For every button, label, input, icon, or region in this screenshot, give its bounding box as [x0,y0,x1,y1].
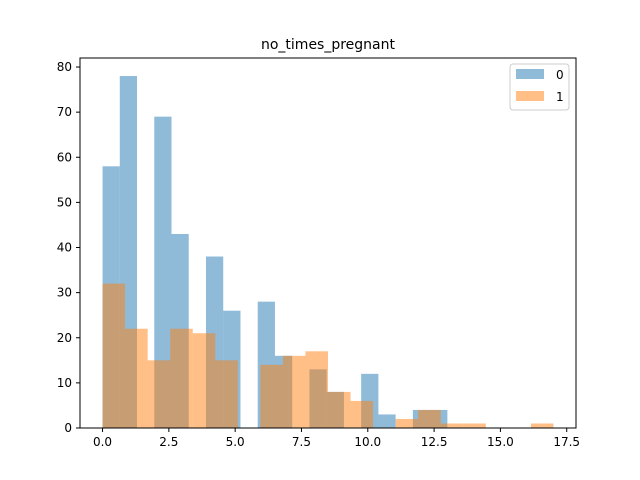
bar-series-1-bin-2 [147,360,171,428]
x-tick-label: 7.5 [292,435,311,449]
bar-series-0-bin-3 [154,116,172,428]
legend-swatch-1 [516,91,544,101]
y-tick-label: 30 [57,286,72,300]
bar-series-1-bin-14 [418,409,441,428]
bar-series-1-bin-16 [463,423,486,428]
chart-title: no_times_pregnant [261,37,396,53]
bars-layer [102,76,554,429]
x-tick-label: 15.0 [487,435,514,449]
x-tick-label: 0.0 [93,435,112,449]
bar-series-1-bin-4 [192,333,216,428]
y-tick-label: 50 [57,195,72,209]
legend: 0 1 [509,63,570,111]
bar-series-1-bin-19 [530,423,554,428]
bar-series-1-bin-9 [305,351,328,428]
y-tick-label: 0 [64,421,72,435]
legend-label-1: 1 [556,90,564,104]
x-tick-label: 2.5 [159,435,178,449]
legend-label-0: 0 [556,68,564,82]
bar-series-1-bin-10 [328,391,351,428]
y-tick-label: 70 [57,105,72,119]
x-tick-label: 10.0 [354,435,381,449]
bar-series-1-bin-13 [395,418,419,428]
x-tick-label: 5.0 [226,435,245,449]
y-tick-label: 40 [57,241,72,255]
bar-series-1-bin-8 [282,355,306,428]
bar-series-1-bin-11 [350,400,374,428]
plot-frame [79,57,577,429]
bar-series-1-bin-3 [170,328,193,428]
y-tick-label: 80 [57,60,72,74]
x-tick-label: 12.5 [421,435,448,449]
y-tick-label: 10 [57,376,72,390]
bar-series-0-bin-16 [378,414,396,428]
x-tick-label: 17.5 [553,435,580,449]
bar-series-1-bin-15 [440,423,464,428]
y-tick-label: 60 [57,150,72,164]
y-tick-label: 20 [57,331,72,345]
y-axis: 0 10 20 30 40 50 60 70 80 [57,60,80,435]
bar-series-1-bin-7 [260,364,283,428]
bar-series-1-bin-5 [215,360,238,428]
bar-series-1-bin-1 [125,328,148,428]
legend-swatch-0 [516,69,544,79]
bar-series-1-bin-0 [102,283,126,428]
x-axis: 0.0 2.5 5.0 7.5 10.0 12.5 15.0 17.5 [93,428,580,449]
